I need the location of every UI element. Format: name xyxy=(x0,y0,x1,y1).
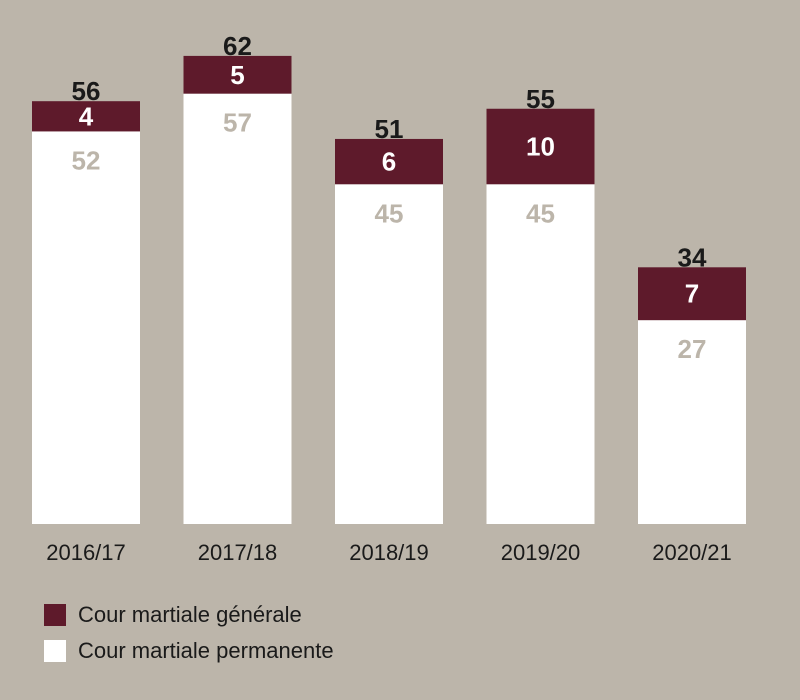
label-general-2020/21: 7 xyxy=(685,279,699,309)
legend: Cour martiale générale Cour martiale per… xyxy=(44,600,334,672)
x-tick-label-2018/19: 2018/19 xyxy=(349,540,429,565)
legend-label-permanent: Cour martiale permanente xyxy=(78,638,334,663)
legend-item-permanent: Cour martiale permanente xyxy=(44,636,334,666)
bar-permanent-2016/17 xyxy=(32,131,140,524)
legend-swatch-permanent xyxy=(44,640,66,662)
x-tick-label-2020/21: 2020/21 xyxy=(652,540,732,565)
label-permanent-2017/18: 57 xyxy=(223,108,252,138)
bar-permanent-2018/19 xyxy=(335,184,443,524)
stacked-bar-chart: 524562016/17575622017/18456512018/194510… xyxy=(32,31,746,565)
label-total-2016/17: 56 xyxy=(72,76,101,106)
legend-swatch-general xyxy=(44,604,66,626)
bar-general-2016/17 xyxy=(32,101,140,132)
legend-label-general: Cour martiale générale xyxy=(78,602,302,627)
label-permanent-2019/20: 45 xyxy=(526,198,555,228)
bar-general-2017/18 xyxy=(183,55,292,94)
label-general-2019/20: 10 xyxy=(526,132,555,162)
legend-item-general: Cour martiale générale xyxy=(44,600,334,630)
bar-general-2020/21 xyxy=(638,267,746,321)
label-permanent-2016/17: 52 xyxy=(72,145,101,175)
label-permanent-2020/21: 27 xyxy=(678,334,707,364)
bar-permanent-2019/20 xyxy=(486,184,595,524)
label-total-2017/18: 62 xyxy=(223,31,252,61)
x-tick-label-2019/20: 2019/20 xyxy=(501,540,581,565)
bar-permanent-2017/18 xyxy=(183,93,292,525)
label-total-2018/19: 51 xyxy=(375,114,404,144)
label-general-2016/17: 4 xyxy=(79,101,94,131)
bar-permanent-2020/21 xyxy=(638,320,746,524)
bar-general-2019/20 xyxy=(486,108,595,185)
label-general-2017/18: 5 xyxy=(230,60,244,90)
x-tick-label-2017/18: 2017/18 xyxy=(198,540,278,565)
x-tick-label-2016/17: 2016/17 xyxy=(46,540,126,565)
label-permanent-2018/19: 45 xyxy=(375,198,404,228)
label-total-2020/21: 34 xyxy=(678,242,707,272)
bar-general-2018/19 xyxy=(335,138,443,185)
label-general-2018/19: 6 xyxy=(382,147,396,177)
label-total-2019/20: 55 xyxy=(526,84,555,114)
